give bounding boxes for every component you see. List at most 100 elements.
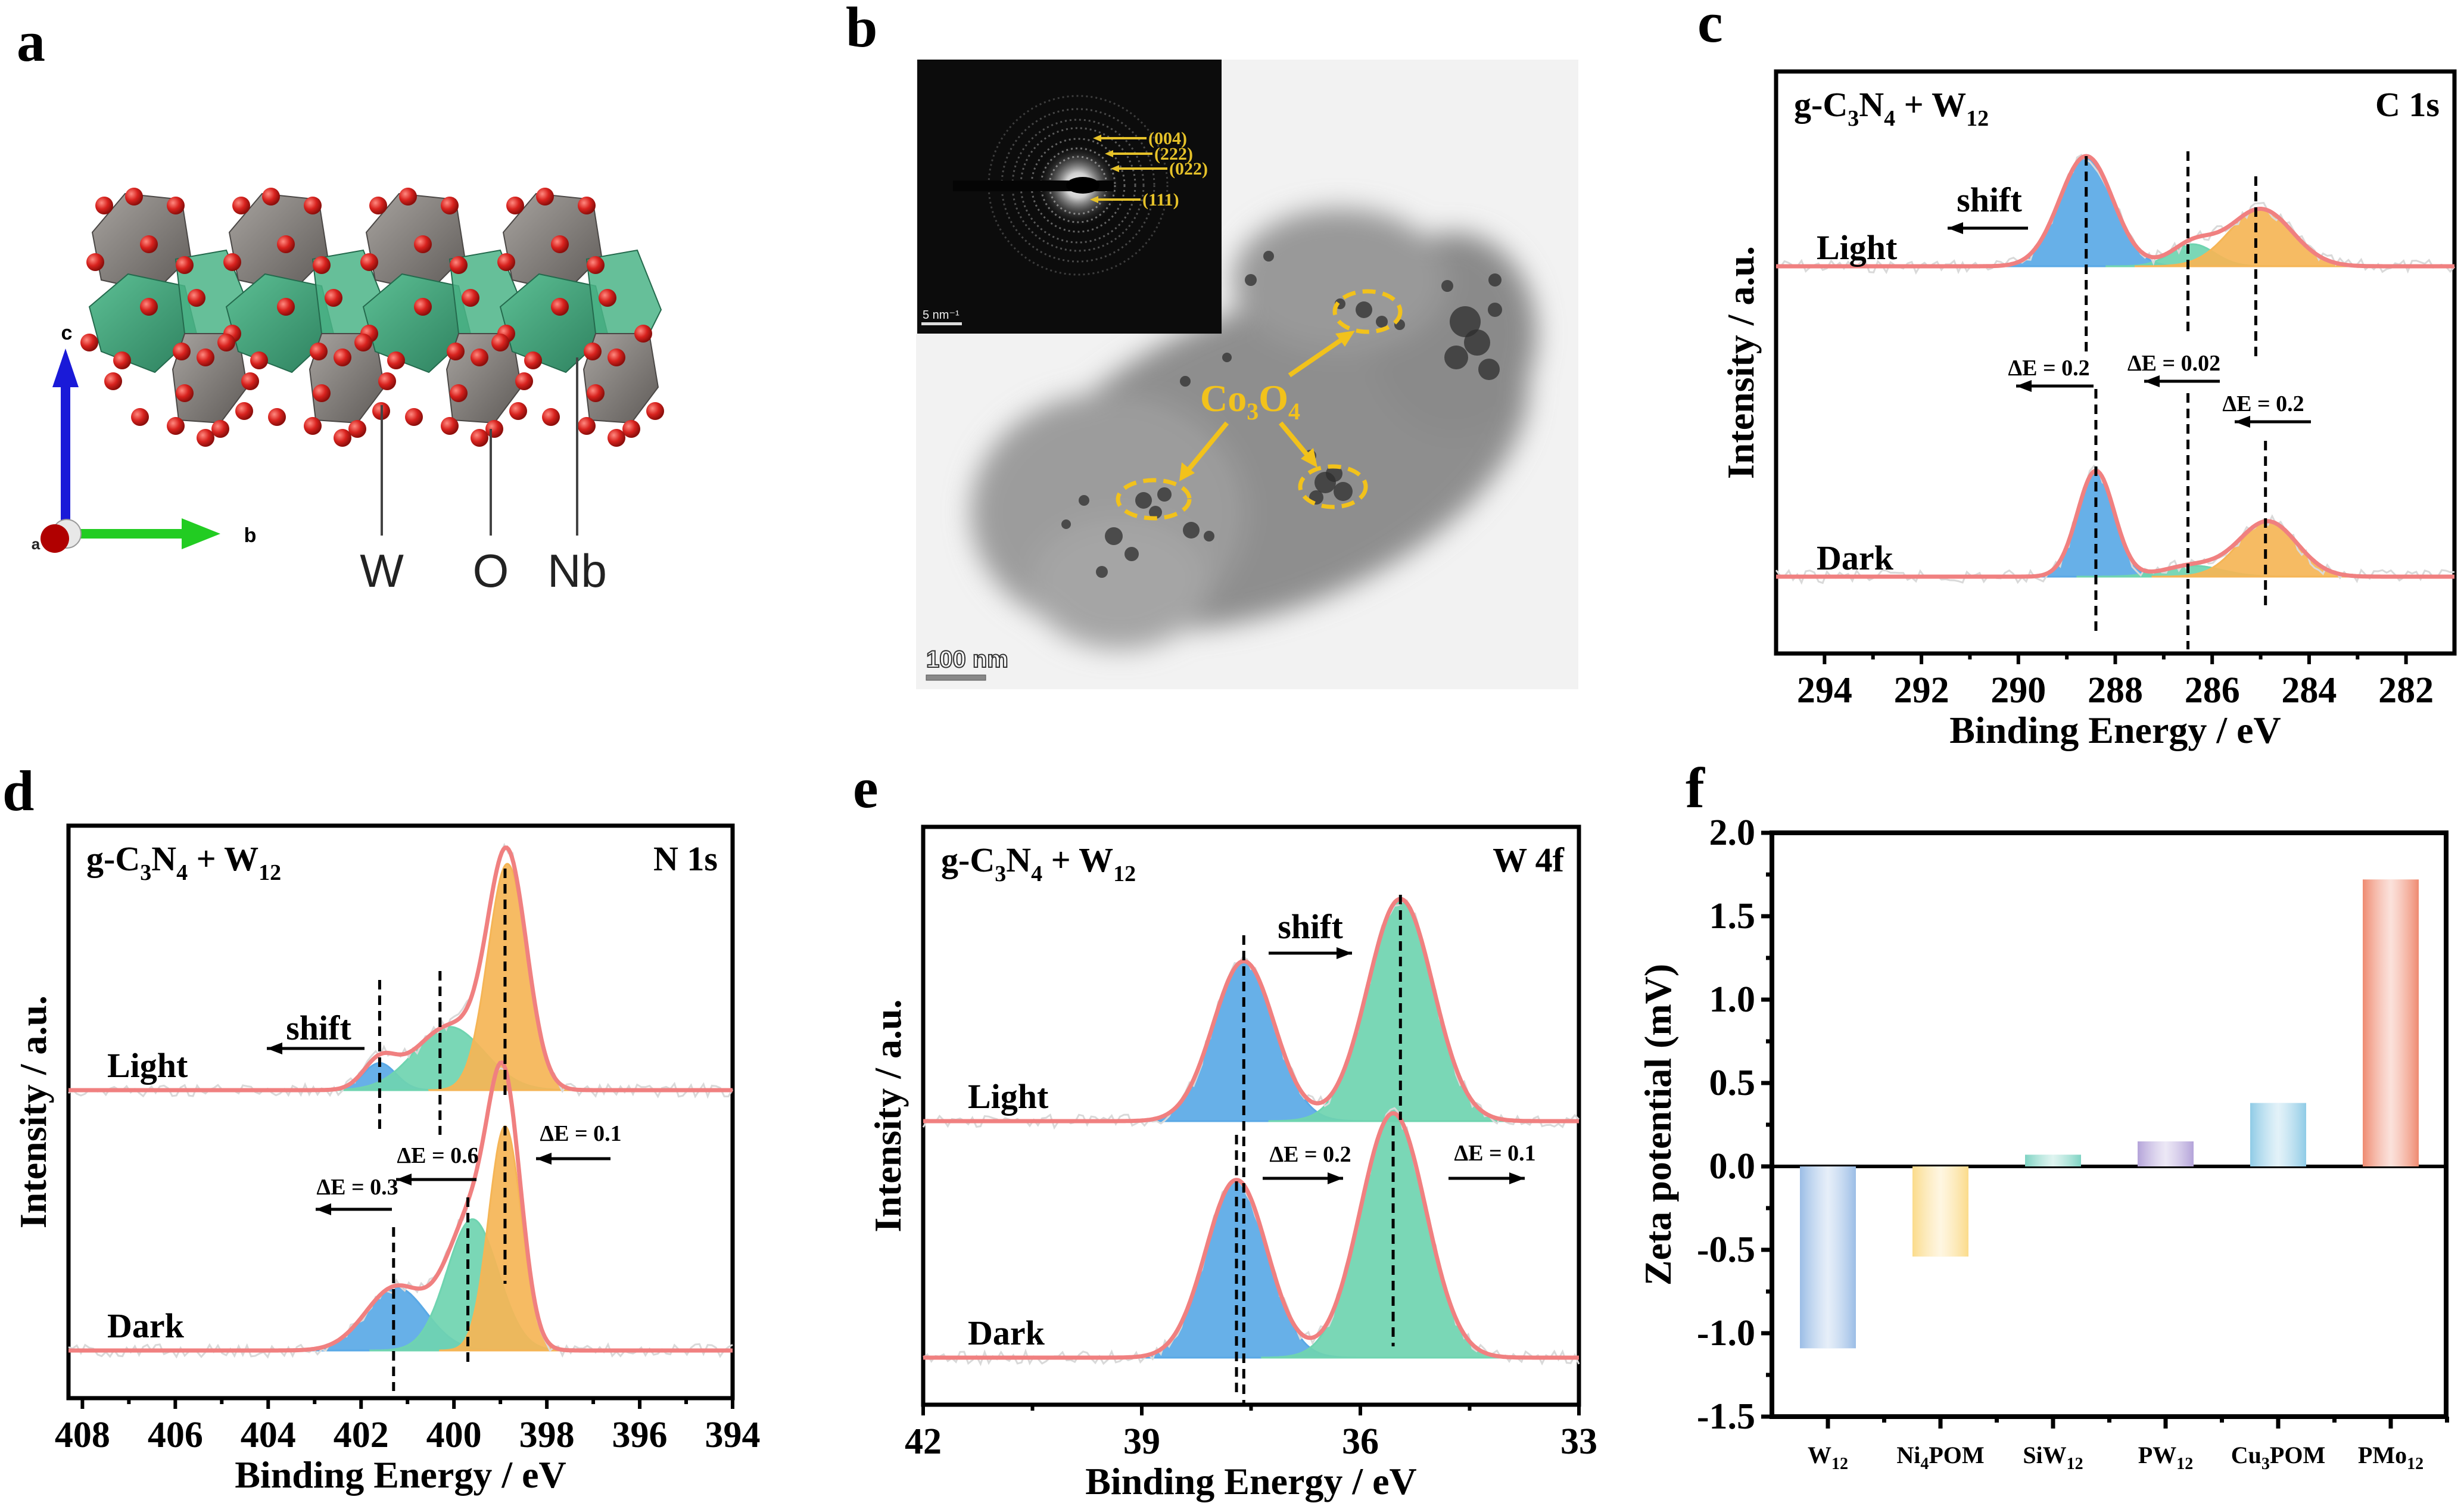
panel-e: e 42 39 36 33 Binding Energy / eV Intensity /… [853, 756, 1597, 1502]
category-label-tail: POM [1929, 1442, 1984, 1468]
xps-w4f-chart: 42 39 36 33 Binding Energy / eV Intensity / a… [867, 824, 1597, 1502]
sample-label-part: g-C [86, 839, 140, 878]
axis-label-c: c [61, 322, 73, 344]
sample-label-part: 12 [1966, 106, 1989, 131]
oxygen-atom [369, 197, 387, 214]
y-axis-title: Zeta potential (mV) [1637, 964, 1679, 1286]
bar-highlight [2250, 1103, 2306, 1166]
arrow-left-icon [316, 1203, 331, 1215]
x-axis-title: Binding Energy / eV [235, 1454, 566, 1496]
category-label: PMo12 [2358, 1442, 2423, 1473]
category-label: W12 [1808, 1442, 1848, 1473]
nanoparticle [1263, 251, 1274, 262]
arrowhead-right-icon [1301, 448, 1317, 468]
oxygen-atom [646, 402, 664, 420]
oxygen-atom [140, 235, 158, 253]
x-axis-title: Binding Energy / eV [1085, 1460, 1417, 1502]
oxygen-atom [354, 334, 372, 351]
oxygen-atom [414, 235, 432, 253]
oxygen-atom [441, 197, 459, 214]
delta-e-label: ΔE = 0.1 [540, 1121, 621, 1146]
delta-e-label: ΔE = 0.2 [1269, 1142, 1351, 1167]
arrow-left [1183, 421, 1229, 475]
panel-letter-d: d [2, 759, 34, 823]
nanoparticle [1441, 280, 1453, 292]
category-label-main: SiW [2023, 1442, 2066, 1468]
category-label-main: PW [2138, 1442, 2176, 1468]
atom-label-o: O [473, 544, 509, 597]
oxygen-atom [497, 253, 515, 271]
category-label-sub: 12 [2067, 1455, 2083, 1473]
y-tick-label: -1.5 [1697, 1396, 1755, 1437]
oxygen-atom [176, 384, 194, 402]
oxygen-atom [95, 197, 113, 214]
oxygen-atom [599, 289, 616, 307]
arrow-left-icon [2144, 375, 2160, 387]
oxygen-atom [80, 334, 98, 351]
b-axis-arrowhead-icon [182, 518, 220, 549]
x-tick-label: 42 [905, 1421, 942, 1462]
saed-pointer-arrowhead-icon [1111, 165, 1119, 172]
bar-highlight [1800, 1166, 1856, 1349]
sample-label: g-C3N4 + W12 [1794, 85, 1989, 131]
delta-e-label: ΔE = 0.6 [397, 1143, 478, 1168]
diffraction-ring [988, 95, 1169, 276]
category-label: SiW12 [2023, 1442, 2083, 1473]
nanoparticle [1096, 566, 1108, 578]
x-tick-label: 294 [1797, 670, 1852, 711]
nanoparticle [1450, 306, 1481, 337]
oxygen-atom [262, 188, 280, 206]
axis-label-a: a [32, 535, 41, 553]
light-envelope-fit [1776, 154, 2454, 269]
y-tick-label: -0.5 [1697, 1230, 1755, 1270]
plot-frame [66, 823, 735, 1401]
saed-ring-labels: (004)(222)(022) (111) [1090, 129, 1208, 210]
diffraction-ring [1020, 127, 1136, 244]
oxygen-atom [313, 256, 331, 274]
scale-bar: 100 nm [926, 646, 1009, 681]
oxygen-atom [235, 402, 253, 420]
oxygen-atom [131, 408, 149, 426]
inset-scale-bar [921, 322, 962, 325]
y-tick-label: 1.0 [1709, 979, 1756, 1020]
dark-envelope-fit [923, 1111, 1579, 1360]
crystal-structure-image [80, 188, 664, 447]
oxygen-atom [524, 351, 542, 369]
oxygen-atom [334, 429, 351, 447]
x-tick-label: 408 [55, 1415, 110, 1455]
nanoparticle [1488, 303, 1502, 317]
arrowhead-left-icon [1179, 462, 1195, 481]
dark-label: Dark [968, 1314, 1045, 1352]
nanoparticle [1149, 506, 1162, 519]
light-label: Light [968, 1077, 1049, 1116]
oxygen-atom [471, 348, 488, 366]
oxygen-atom [241, 372, 259, 390]
x-tick-label: 400 [426, 1415, 482, 1455]
y-tick-label: 2.0 [1709, 813, 1756, 853]
arrow-left-icon [2235, 416, 2250, 428]
oxygen-atom [587, 256, 605, 274]
nanoparticle [1061, 519, 1071, 529]
oxygen-atom [450, 384, 468, 402]
category-label: PW12 [2138, 1442, 2193, 1473]
oxygen-atom [304, 197, 322, 214]
delta-e-label: ΔE = 0.3 [316, 1175, 398, 1200]
plot-frame [1770, 830, 2449, 1419]
xps-c1s-chart: 294 292 290 288 286 284 282 Binding Energy / eV… [1719, 69, 2457, 751]
arrow-top [1288, 334, 1348, 378]
saed-ring-label: (004) [1148, 129, 1187, 148]
category-label-sub: 3 [2261, 1455, 2270, 1473]
oxygen-atom [447, 343, 465, 360]
oxygen-atom [515, 372, 533, 390]
sample-label-part: g-C [941, 841, 995, 879]
oxygen-atom [462, 289, 479, 307]
saed-pointer-arrowhead-icon [1105, 150, 1113, 157]
c-axis-shaft [61, 381, 70, 527]
oxygen-atom [313, 384, 331, 402]
oxygen-atom [197, 429, 214, 447]
oxygen-atom [125, 188, 143, 206]
panel-b: b 5 nm⁻¹ (004)(222)(022) (111) Co3O4 [846, 0, 1578, 689]
panel-c: c 294 292 290 288 286 284 282 Binding Energy / … [1697, 0, 2457, 751]
c-axis-arrowhead-icon [52, 348, 79, 387]
